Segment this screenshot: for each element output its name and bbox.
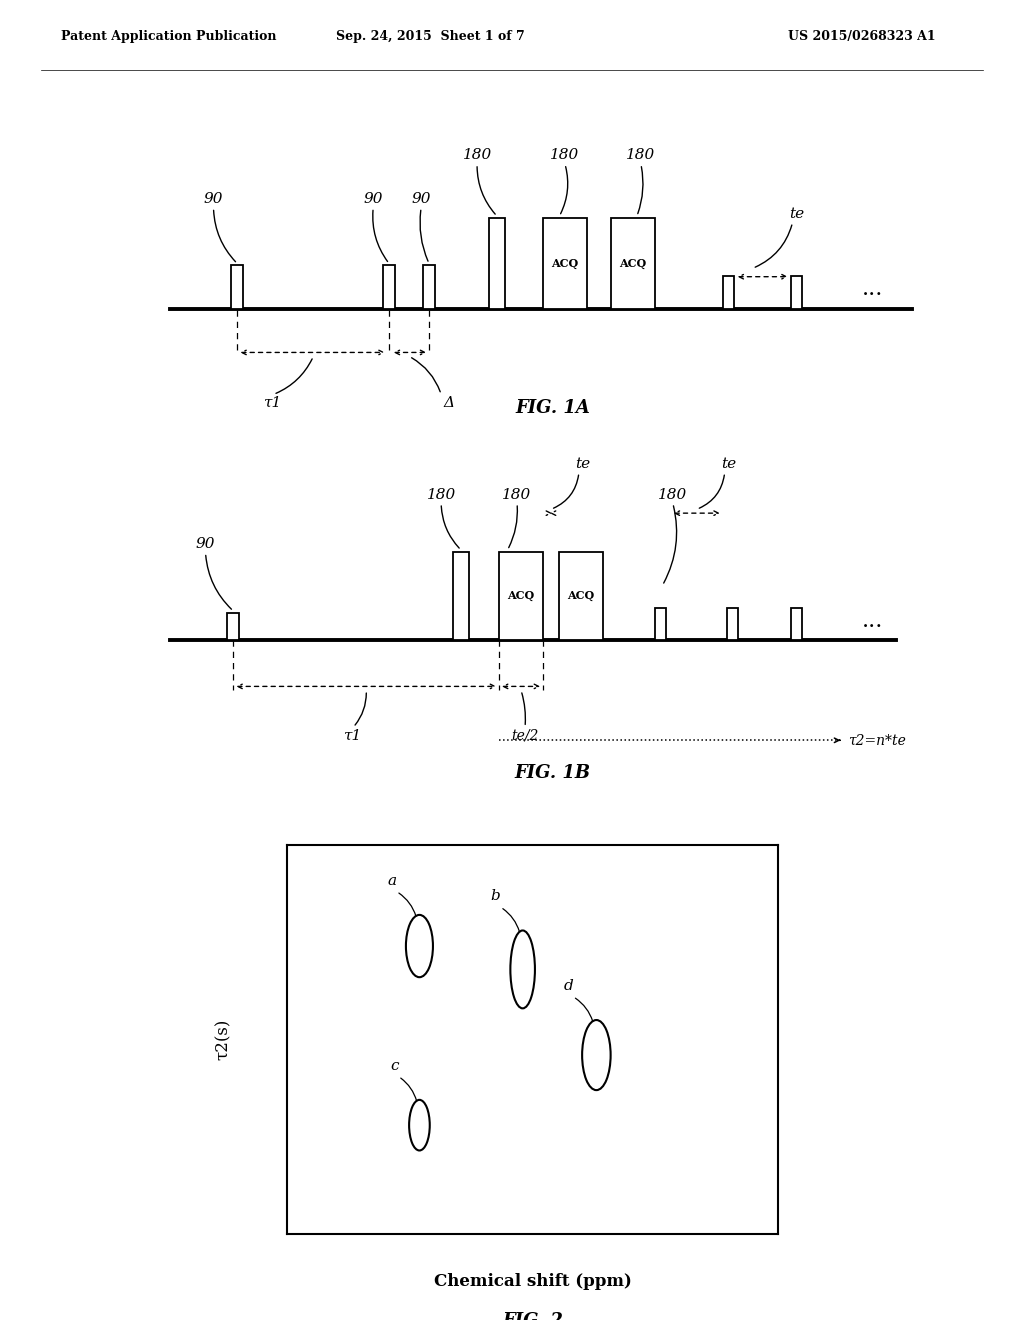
Bar: [227, 612, 240, 640]
Text: te: te: [790, 207, 804, 220]
Text: ACQ: ACQ: [567, 590, 595, 602]
Text: 90: 90: [204, 191, 223, 206]
Ellipse shape: [582, 1020, 610, 1090]
Text: ACQ: ACQ: [507, 590, 535, 602]
Text: Δ: Δ: [443, 396, 455, 411]
Text: 180: 180: [463, 148, 492, 162]
Bar: [423, 265, 435, 309]
Bar: [499, 552, 543, 640]
Text: 180: 180: [427, 487, 456, 502]
Ellipse shape: [406, 915, 433, 977]
Text: Chemical shift (ppm): Chemical shift (ppm): [433, 1272, 632, 1290]
Text: 90: 90: [412, 191, 431, 206]
Bar: [723, 276, 734, 309]
Text: FIG. 2: FIG. 2: [502, 1312, 563, 1320]
Text: τ1: τ1: [264, 396, 283, 411]
Text: 180: 180: [658, 487, 687, 502]
Text: Patent Application Publication: Patent Application Publication: [61, 30, 276, 44]
Ellipse shape: [510, 931, 535, 1008]
Text: 180: 180: [550, 148, 580, 162]
Text: 180: 180: [627, 148, 655, 162]
Text: τ1: τ1: [344, 729, 362, 743]
Text: b: b: [490, 890, 501, 903]
Text: FIG. 1B: FIG. 1B: [515, 764, 591, 781]
Bar: [727, 609, 738, 640]
Text: c: c: [390, 1059, 398, 1073]
Text: Sep. 24, 2015  Sheet 1 of 7: Sep. 24, 2015 Sheet 1 of 7: [336, 30, 524, 44]
Bar: [231, 265, 244, 309]
Bar: [611, 218, 654, 309]
Bar: [489, 218, 505, 309]
Ellipse shape: [410, 1100, 430, 1151]
Text: 90: 90: [364, 191, 383, 206]
Text: FIG. 1A: FIG. 1A: [515, 399, 591, 417]
Text: ACQ: ACQ: [620, 257, 646, 269]
Bar: [559, 552, 603, 640]
Text: te: te: [575, 457, 591, 471]
Bar: [792, 276, 802, 309]
Text: ACQ: ACQ: [551, 257, 579, 269]
Bar: [383, 265, 395, 309]
Text: te/2: te/2: [511, 729, 539, 743]
Text: ...: ...: [862, 610, 883, 632]
Text: 180: 180: [503, 487, 531, 502]
Bar: [453, 552, 469, 640]
Bar: [655, 609, 667, 640]
Text: τ2=n*te: τ2=n*te: [849, 734, 906, 747]
Text: d: d: [563, 978, 573, 993]
Text: ...: ...: [862, 279, 883, 300]
Text: τ2(s): τ2(s): [214, 1019, 231, 1060]
Bar: [792, 609, 802, 640]
Text: US 2015/0268323 A1: US 2015/0268323 A1: [788, 30, 936, 44]
Text: te: te: [721, 457, 736, 471]
Text: a: a: [387, 874, 396, 887]
Text: 90: 90: [196, 537, 215, 550]
Bar: [543, 218, 587, 309]
